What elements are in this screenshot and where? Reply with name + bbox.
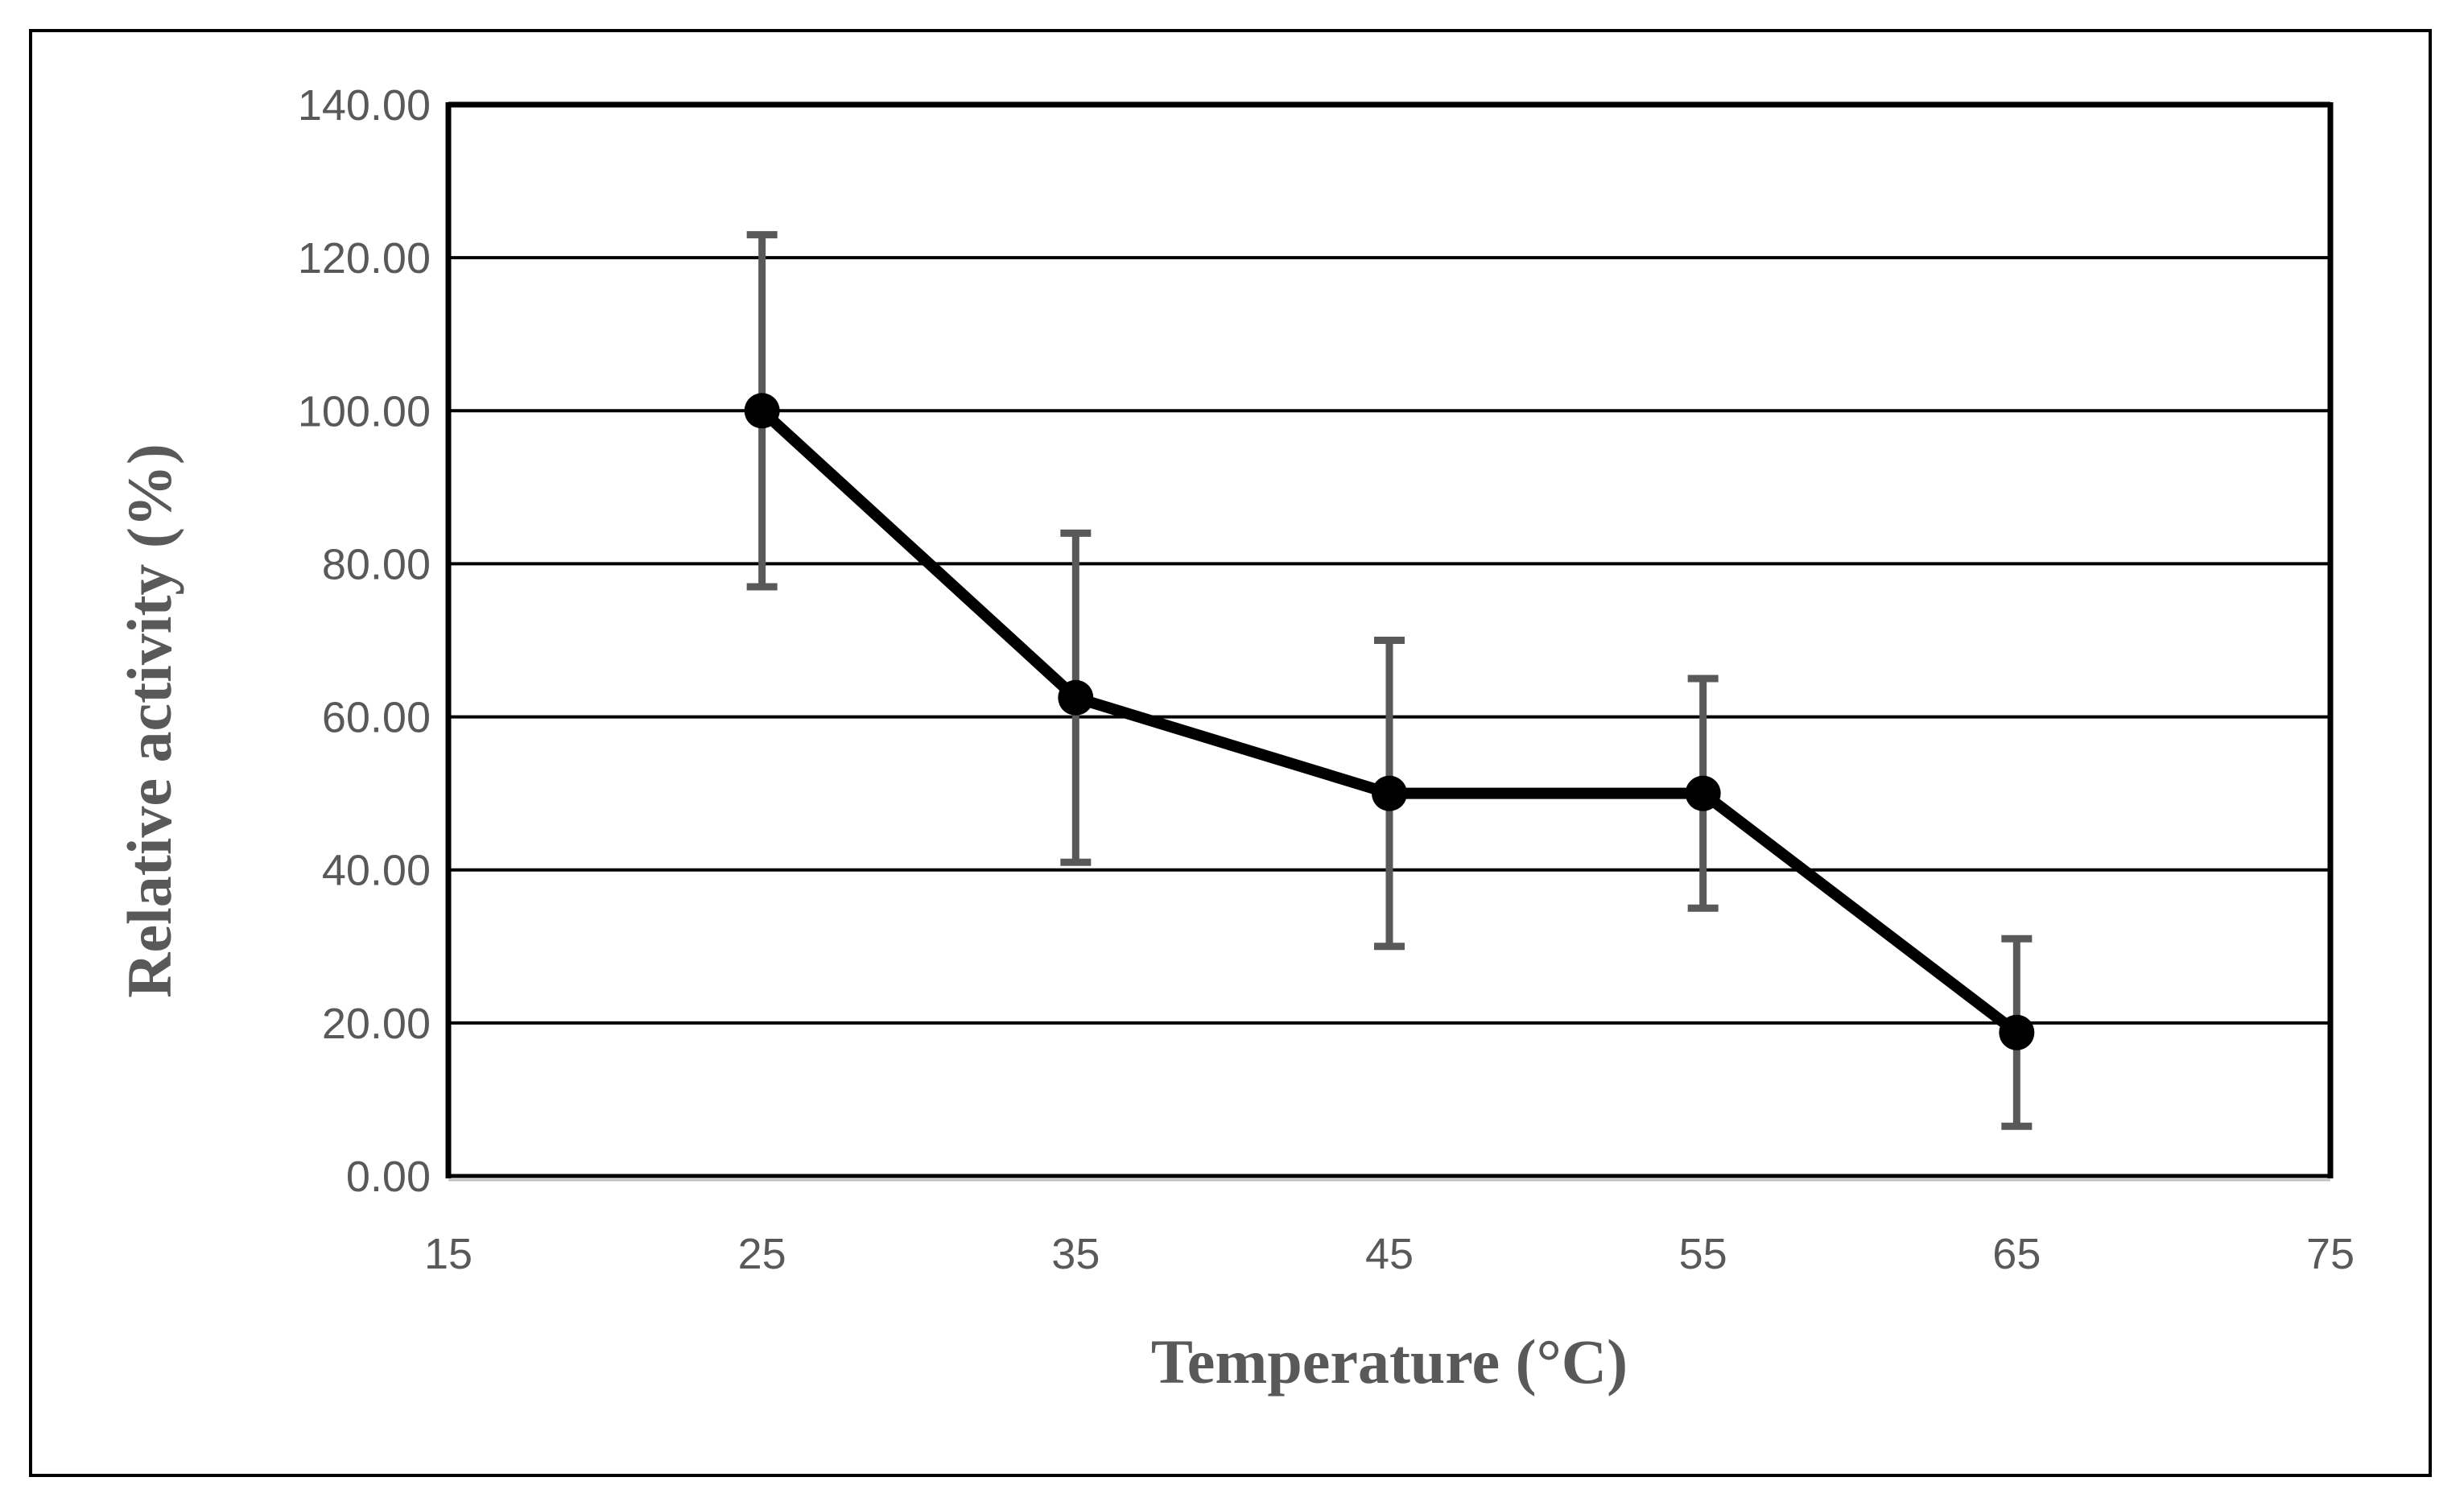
axes (445, 101, 2334, 1182)
x-tick-label-6: 75 (2306, 1230, 2355, 1278)
chart-frame (29, 29, 2432, 1477)
data-point-4 (1999, 1014, 2035, 1050)
error-bars (746, 231, 2033, 1130)
y-axis-title: Relative activity (%) (114, 444, 184, 998)
x-tick-label-0: 15 (424, 1230, 473, 1278)
y-tick-label-2: 40.00 (322, 847, 431, 895)
x-tick-label-1: 25 (738, 1230, 786, 1278)
data-points (744, 393, 2035, 1050)
tick-labels: 0.00 20.00 40.00 60.00 80.00 100.00 120.00 140.… (298, 81, 2355, 1278)
data-point-0 (744, 393, 780, 429)
y-tick-label-7: 140.00 (298, 81, 431, 130)
y-tick-label-0: 0.00 (346, 1153, 431, 1201)
y-tick-label-3: 60.00 (322, 694, 431, 742)
x-tick-label-3: 45 (1365, 1230, 1414, 1278)
x-axis-title: Temperature (°C) (1151, 1327, 1628, 1397)
data-point-2 (1372, 775, 1407, 811)
x-tick-label-2: 35 (1051, 1230, 1100, 1278)
y-tick-label-5: 100.00 (298, 387, 431, 435)
y-tick-label-6: 120.00 (298, 234, 431, 283)
data-point-1 (1058, 679, 1094, 716)
y-tick-label-1: 20.00 (322, 1000, 431, 1048)
y-tick-label-4: 80.00 (322, 540, 431, 588)
x-tick-label-5: 65 (1992, 1230, 2041, 1278)
x-tick-label-4: 55 (1679, 1230, 1727, 1278)
data-point-3 (1685, 775, 1721, 811)
